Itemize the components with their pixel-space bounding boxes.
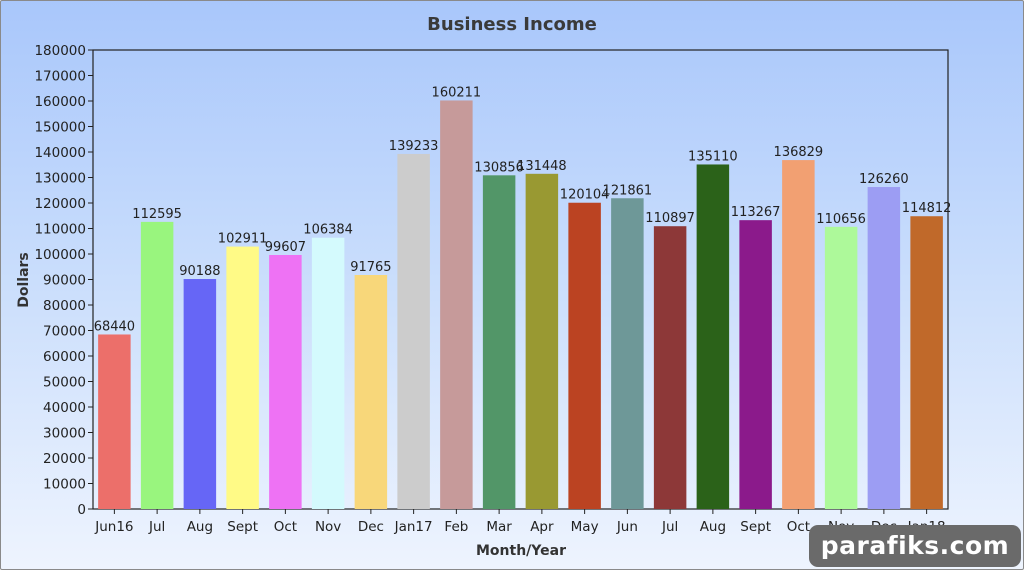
bar — [782, 160, 815, 509]
bar — [269, 255, 302, 509]
y-tick-label: 60000 — [43, 349, 86, 365]
bar — [696, 164, 730, 510]
x-tick-label: Sept — [740, 519, 771, 535]
bar — [910, 216, 943, 509]
y-tick-label: 100000 — [34, 247, 86, 263]
bar — [525, 173, 559, 509]
bar — [653, 226, 687, 509]
data-label: 126260 — [859, 172, 909, 187]
y-tick-label: 130000 — [34, 171, 86, 187]
y-tick-label: 150000 — [34, 120, 86, 136]
data-label: 110656 — [816, 212, 866, 227]
bar — [568, 202, 601, 509]
data-label: 160211 — [432, 85, 482, 100]
y-tick-label: 40000 — [43, 400, 86, 416]
data-label: 106384 — [303, 223, 353, 238]
y-tick-label: 160000 — [34, 94, 86, 110]
bar — [311, 237, 345, 509]
watermark-logo: parafiks.com — [809, 525, 1021, 567]
data-label: 135110 — [688, 149, 738, 164]
y-tick-label: 70000 — [43, 324, 86, 340]
data-label: 120104 — [560, 188, 610, 203]
data-label: 139233 — [389, 139, 439, 154]
plot-area — [92, 49, 949, 510]
x-tick-label: Sept — [227, 519, 258, 535]
x-tick-label: Apr — [530, 519, 554, 535]
bar — [824, 226, 858, 509]
chart-title: Business Income — [427, 14, 597, 35]
bar — [440, 100, 473, 510]
data-label: 113267 — [731, 205, 781, 220]
bar — [397, 153, 430, 509]
data-label: 110897 — [645, 211, 695, 226]
bar — [867, 187, 901, 510]
y-tick-label: 10000 — [43, 477, 86, 493]
x-tick-label: May — [571, 519, 599, 535]
data-label: 102911 — [218, 232, 268, 247]
x-tick-label: Jan17 — [394, 519, 433, 535]
data-label: 99607 — [265, 240, 306, 255]
data-label: 130856 — [474, 160, 524, 175]
bar — [98, 334, 131, 509]
data-label: 112595 — [132, 207, 182, 222]
y-tick-label: 0 — [77, 502, 86, 518]
x-tick-label: Jul — [661, 519, 678, 535]
x-tick-label: Oct — [787, 519, 810, 535]
bar — [482, 175, 516, 509]
y-tick-label: 20000 — [43, 451, 86, 467]
bar — [183, 279, 217, 509]
y-tick-label: 50000 — [43, 375, 86, 391]
bar — [354, 274, 388, 509]
x-tick-label: Oct — [274, 519, 297, 535]
x-axis-title: Month/Year — [476, 543, 566, 559]
bar — [611, 198, 644, 509]
x-tick-label: Mar — [486, 519, 512, 535]
y-tick-label: 140000 — [34, 145, 86, 161]
y-tick-label: 170000 — [34, 69, 86, 85]
bar — [140, 221, 174, 509]
bar — [739, 220, 772, 510]
x-tick-label: Jun16 — [94, 519, 133, 535]
y-tick-label: 110000 — [34, 222, 86, 238]
x-tick-label: Nov — [315, 519, 341, 535]
x-tick-label: Dec — [358, 519, 384, 535]
data-label: 114812 — [902, 201, 952, 216]
data-label: 131448 — [517, 159, 567, 174]
x-tick-label: Aug — [700, 519, 726, 535]
y-tick-label: 180000 — [34, 43, 86, 59]
y-axis-title: Dollars — [16, 252, 32, 308]
data-label: 68440 — [94, 319, 135, 334]
x-tick-label: Jun — [616, 519, 638, 535]
data-label: 121861 — [603, 183, 653, 198]
data-label: 90188 — [179, 264, 220, 279]
data-label: 136829 — [774, 145, 824, 160]
bar — [226, 246, 259, 509]
y-tick-label: 30000 — [43, 426, 86, 442]
y-tick-label: 120000 — [34, 196, 86, 212]
x-tick-label: Aug — [187, 519, 213, 535]
y-tick-label: 80000 — [43, 298, 86, 314]
x-tick-label: Jul — [148, 519, 165, 535]
data-label: 91765 — [350, 260, 391, 275]
x-tick-label: Feb — [444, 519, 468, 535]
y-tick-label: 90000 — [43, 273, 86, 289]
